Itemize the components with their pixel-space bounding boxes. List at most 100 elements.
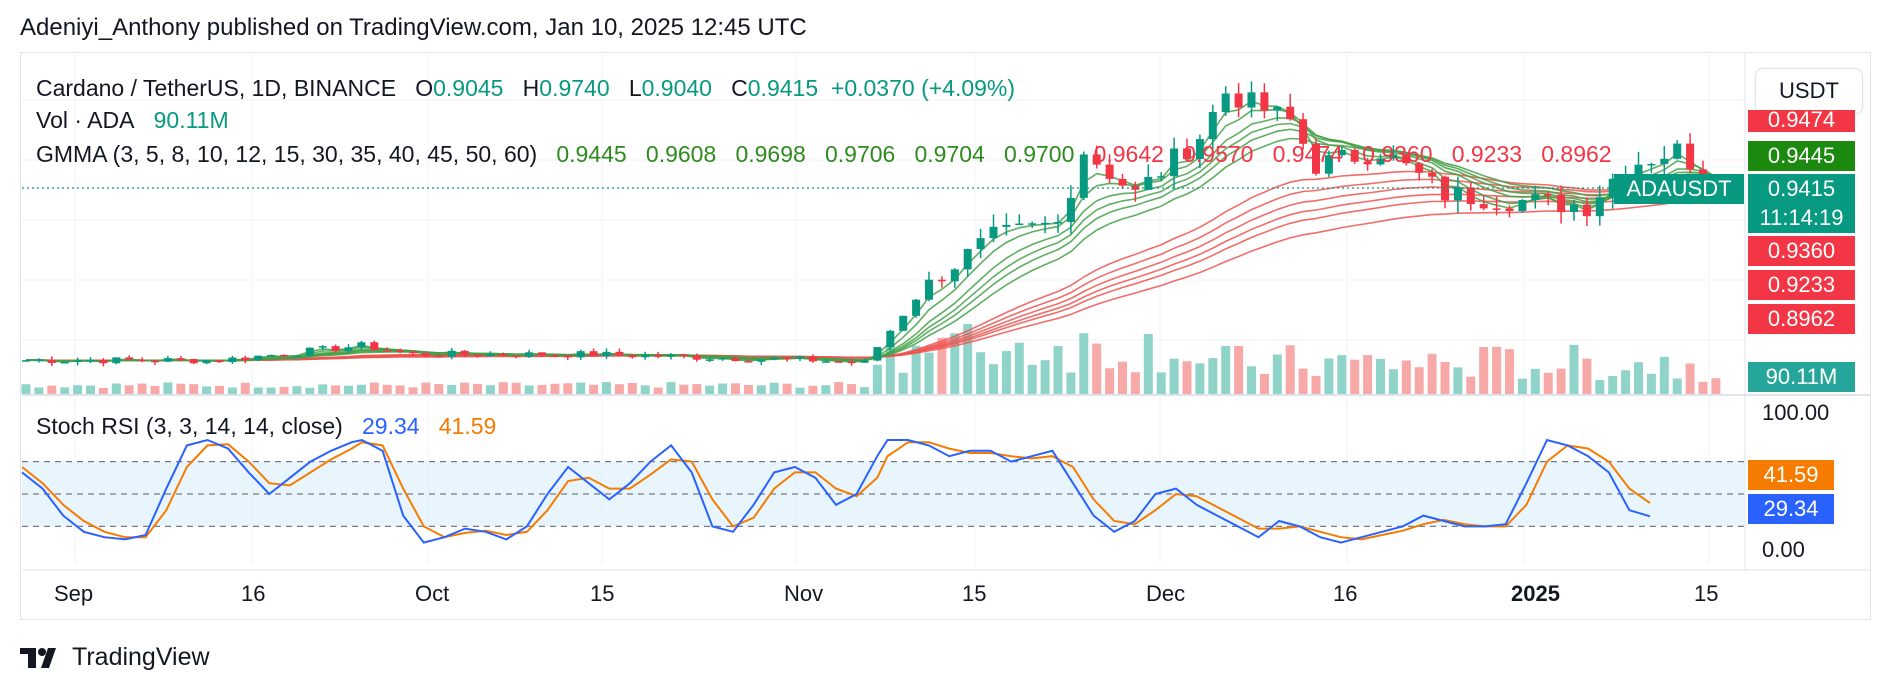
candle-body bbox=[1157, 176, 1166, 178]
volume-bar bbox=[189, 384, 199, 394]
candle-body bbox=[396, 350, 405, 353]
candle-body bbox=[783, 357, 792, 360]
volume-bar bbox=[705, 385, 715, 394]
candle-body bbox=[628, 355, 637, 358]
volume-bar bbox=[266, 387, 276, 394]
currency-button[interactable]: USDT bbox=[1755, 68, 1863, 114]
candle-body bbox=[318, 346, 327, 348]
volume-bar bbox=[731, 383, 740, 394]
candle-body bbox=[873, 347, 882, 361]
gmma-value-9: 0.9474 bbox=[1272, 141, 1343, 167]
volume-bar bbox=[589, 384, 599, 394]
candle-body bbox=[228, 357, 237, 363]
x-label-2025: 2025 bbox=[1511, 581, 1560, 606]
volume-bar bbox=[563, 383, 573, 394]
candle-body bbox=[1441, 176, 1449, 201]
candle-body bbox=[241, 357, 250, 360]
open-label: O bbox=[415, 75, 434, 101]
gmma-value-2: 0.9608 bbox=[645, 141, 717, 167]
price-tag-9360: 0.9360 bbox=[1748, 236, 1855, 266]
volume-bar bbox=[769, 382, 779, 394]
volume-bar bbox=[1066, 372, 1076, 394]
chart-frame bbox=[20, 52, 1871, 620]
candle-body bbox=[1479, 204, 1488, 209]
volume-bar bbox=[937, 337, 947, 394]
candle-body bbox=[1582, 204, 1591, 217]
candle-body bbox=[1466, 187, 1475, 205]
tradingview-logo-icon bbox=[20, 647, 56, 668]
volume-bar bbox=[240, 382, 250, 394]
x-label-sep: Sep bbox=[54, 581, 94, 606]
candle-body bbox=[1350, 149, 1359, 162]
gmma-value-1: 0.9445 bbox=[556, 141, 627, 167]
candle-body bbox=[1312, 143, 1320, 174]
candle-body bbox=[1195, 139, 1204, 159]
candle-body bbox=[292, 355, 301, 357]
volume-bar bbox=[550, 383, 560, 394]
candle-body bbox=[512, 355, 521, 358]
volume-bar bbox=[34, 387, 44, 394]
stoch-label[interactable]: Stoch RSI (3, 3, 14, 14, close) bbox=[36, 413, 343, 439]
candle-body bbox=[1144, 176, 1153, 190]
volume-bar bbox=[1272, 354, 1282, 394]
volume-value: 90.11M bbox=[153, 107, 229, 133]
candle-body bbox=[202, 360, 211, 364]
stoch-legend: Stoch RSI (3, 3, 14, 14, close) 29.34 41… bbox=[36, 410, 496, 442]
volume-bar bbox=[73, 385, 83, 394]
volume-bar bbox=[1105, 368, 1115, 394]
close-value: 0.9415 bbox=[747, 75, 819, 101]
volume-bar bbox=[963, 324, 973, 394]
volume-bar bbox=[782, 383, 792, 394]
volume-bar bbox=[989, 364, 998, 394]
x-label-dec: Dec bbox=[1146, 581, 1186, 606]
candle-body bbox=[615, 351, 624, 356]
gmma-legend: GMMA (3, 5, 8, 10, 12, 15, 30, 35, 40, 4… bbox=[36, 138, 1612, 170]
candle-body bbox=[950, 269, 959, 282]
volume-bar bbox=[653, 387, 663, 394]
volume-bar bbox=[473, 383, 482, 394]
volume-label[interactable]: Vol · ADA bbox=[36, 107, 135, 133]
gmma-long-line bbox=[26, 191, 1716, 362]
candle-body bbox=[602, 351, 611, 357]
x-label-oct: Oct bbox=[415, 581, 450, 606]
volume-bar bbox=[1143, 333, 1153, 394]
candle-body bbox=[151, 360, 159, 363]
volume-bar bbox=[911, 345, 921, 394]
gmma-value-7: 0.9642 bbox=[1093, 141, 1164, 167]
candle-body bbox=[654, 354, 663, 357]
volume-bar bbox=[1234, 346, 1244, 394]
volume-bar bbox=[1698, 381, 1708, 394]
candle-body bbox=[563, 355, 572, 358]
candle-body bbox=[383, 350, 392, 352]
symbol-label[interactable]: Cardano / TetherUS, 1D, BINANCE bbox=[36, 75, 397, 101]
volume-bar bbox=[1053, 345, 1063, 394]
volume-bar bbox=[860, 387, 869, 394]
tradingview-brand: TradingView bbox=[72, 643, 210, 671]
candle-body bbox=[1092, 154, 1101, 165]
gmma-label[interactable]: GMMA (3, 5, 8, 10, 12, 15, 30, 35, 40, 4… bbox=[36, 141, 538, 167]
stoch-k-line bbox=[21, 438, 1651, 544]
candle-body bbox=[499, 353, 508, 356]
candle-body bbox=[1234, 93, 1243, 108]
candle-body bbox=[357, 342, 366, 348]
countdown-tag: 11:14:19 bbox=[1748, 203, 1855, 233]
tradingview-logo[interactable]: TradingView bbox=[20, 643, 210, 672]
gmma-value-11: 0.9233 bbox=[1451, 141, 1523, 167]
candle-body bbox=[1595, 197, 1604, 217]
candle-body bbox=[47, 359, 56, 363]
candle-body bbox=[421, 353, 430, 356]
candle-body bbox=[1505, 208, 1514, 212]
volume-bar bbox=[537, 385, 547, 394]
price-tag-gmma-fast: 0.9445 bbox=[1748, 141, 1855, 171]
x-label-oct-15: 15 bbox=[590, 581, 615, 606]
volume-bar bbox=[1388, 369, 1398, 394]
candle-body bbox=[1286, 106, 1295, 120]
price-tag-top: 0.9474 bbox=[1748, 110, 1855, 132]
symbol-tag[interactable]: ADAUSDT bbox=[1614, 174, 1744, 204]
volume-bar bbox=[318, 384, 328, 394]
volume-bar bbox=[202, 386, 212, 394]
gmma-value-12: 0.8962 bbox=[1541, 141, 1612, 167]
volume-bar bbox=[834, 382, 844, 394]
candle-body bbox=[731, 358, 740, 362]
